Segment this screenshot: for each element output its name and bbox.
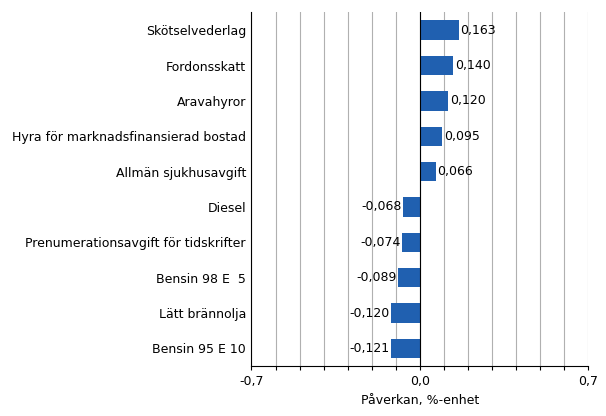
Bar xyxy=(391,339,419,358)
Text: -0,121: -0,121 xyxy=(349,342,389,355)
Bar xyxy=(419,56,453,75)
Bar xyxy=(398,268,419,287)
Bar xyxy=(419,91,448,111)
Bar xyxy=(404,197,419,217)
Text: 0,120: 0,120 xyxy=(450,94,485,107)
X-axis label: Påverkan, %-enhet: Påverkan, %-enhet xyxy=(361,394,479,407)
Text: -0,120: -0,120 xyxy=(349,307,390,319)
Bar xyxy=(419,162,436,181)
Text: -0,089: -0,089 xyxy=(356,271,397,284)
Bar xyxy=(391,303,419,323)
Text: 0,163: 0,163 xyxy=(460,24,496,37)
Text: 0,066: 0,066 xyxy=(437,165,473,178)
Bar xyxy=(419,126,442,146)
Text: 0,095: 0,095 xyxy=(444,130,480,143)
Text: -0,074: -0,074 xyxy=(360,236,401,249)
Bar xyxy=(402,233,419,252)
Text: -0,068: -0,068 xyxy=(362,201,402,213)
Text: 0,140: 0,140 xyxy=(454,59,490,72)
Bar xyxy=(419,20,459,40)
